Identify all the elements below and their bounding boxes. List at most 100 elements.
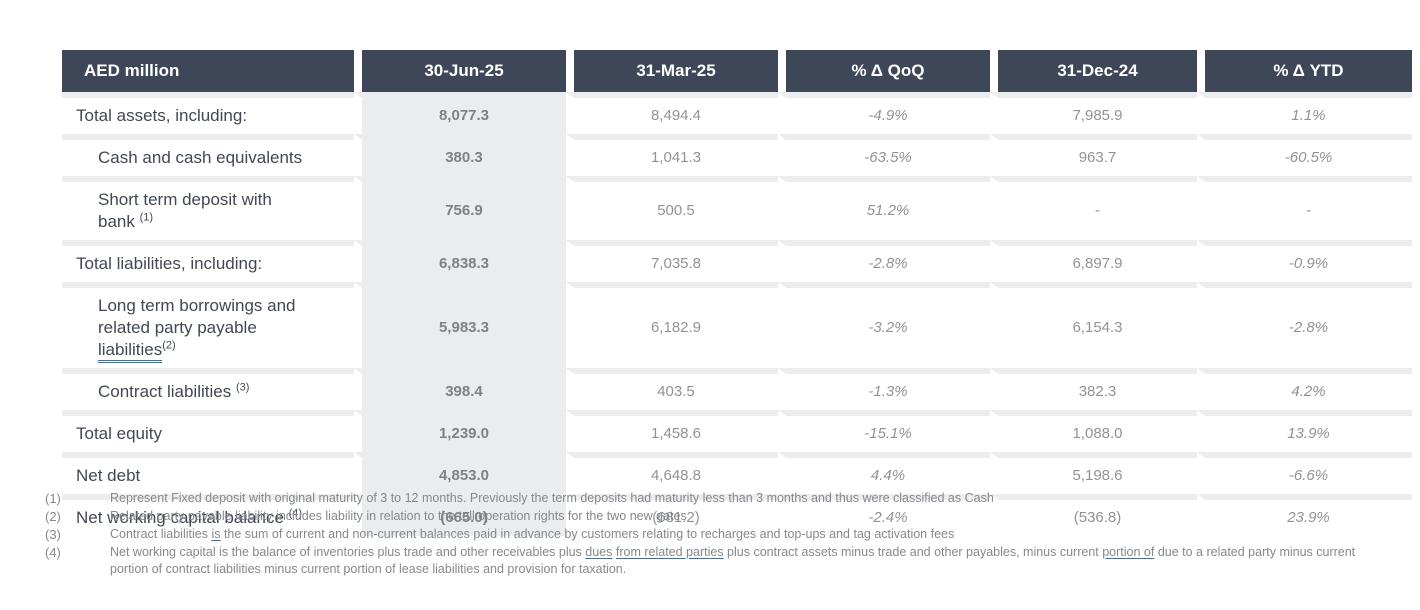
table-header: AED million 30-Jun-25 31-Mar-25 % Δ QoQ … xyxy=(62,50,1412,92)
label-text: Total equity xyxy=(76,424,162,443)
cell-31-dec-24: 963.7 xyxy=(990,134,1197,176)
row-label-total-liabilities: Total liabilities, including: xyxy=(62,240,354,282)
cell-31-dec-24: - xyxy=(990,176,1197,240)
cell-pct-ytd: 13.9% xyxy=(1197,410,1412,452)
footnote-text: Contract liabilities is the sum of curre… xyxy=(110,527,955,541)
cell-31-mar-25: (681.2) xyxy=(566,494,778,536)
footnote-marker: (3) xyxy=(45,527,61,542)
table-row-short-term-deposit: Short term deposit with bank (1) 756.9 500.… xyxy=(62,176,1412,240)
cell-31-mar-25: 4,648.8 xyxy=(566,452,778,494)
label-text: liabilities xyxy=(98,340,163,363)
table-row-contract-liabilities: Contract liabilities (3) 398.4 403.5 -1.3% 3… xyxy=(62,368,1412,410)
cell-30-jun-25: 756.9 xyxy=(354,176,566,240)
cell-31-dec-24: 382.3 xyxy=(990,368,1197,410)
table-row-total-liabilities: Total liabilities, including: 6,838.3 7,03… xyxy=(62,240,1412,282)
cell-pct-qoq: -3.2% xyxy=(778,282,990,368)
footnote-marker: (1) xyxy=(45,491,61,506)
row-label-cash-and-cash-equivalents: Cash and cash equivalents xyxy=(62,134,354,176)
cell-31-mar-25: 500.5 xyxy=(566,176,778,240)
footnote-text: Related party payable liability includes… xyxy=(110,509,687,523)
cell-pct-qoq: -2.8% xyxy=(778,240,990,282)
cell-31-dec-24: 5,198.6 xyxy=(990,452,1197,494)
table-row-cash-and-cash-equivalents: Cash and cash equivalents 380.3 1,041.3 -63… xyxy=(62,134,1412,176)
label-text: Total liabilities, including: xyxy=(76,254,263,273)
row-label-net-debt: Net debt xyxy=(62,452,354,494)
row-label-net-working-capital: Net working capital balance (4) xyxy=(62,494,354,536)
cell-pct-ytd: 4.2% xyxy=(1197,368,1412,410)
cell-pct-qoq: -15.1% xyxy=(778,410,990,452)
cell-pct-ytd: -60.5% xyxy=(1197,134,1412,176)
footnote-ref: (4) xyxy=(288,507,303,520)
label-text: Long term borrowings and xyxy=(98,296,296,315)
cell-31-dec-24: 6,154.3 xyxy=(990,282,1197,368)
label-text: Total assets, including: xyxy=(76,106,248,125)
footnote-4: (4) Net working capital is the balance of… xyxy=(45,544,1385,578)
row-label-total-assets: Total assets, including: xyxy=(62,92,354,134)
row-label-long-term-borrowings: Long term borrowings and related party pa… xyxy=(62,282,354,368)
cell-31-dec-24: 1,088.0 xyxy=(990,410,1197,452)
footnote-ref: (2) xyxy=(162,339,176,352)
footnote-ref: (3) xyxy=(235,381,250,394)
cell-30-jun-25: 380.3 xyxy=(354,134,566,176)
table-row-total-assets: Total assets, including: 8,077.3 8,494.4 -4… xyxy=(62,92,1412,134)
footnotes: (1) Represent Fixed deposit with original… xyxy=(45,490,1385,579)
cell-pct-ytd: - xyxy=(1197,176,1412,240)
cell-30-jun-25: 6,838.3 xyxy=(354,240,566,282)
table-row-net-working-capital: Net working capital balance (4) (665.0) (6… xyxy=(62,494,1412,536)
cell-pct-ytd: 23.9% xyxy=(1197,494,1412,536)
label-text: Net working capital balance xyxy=(76,508,289,527)
footnote-2: (2) Related party payable liability inclu… xyxy=(45,508,1385,525)
cell-30-jun-25: 398.4 xyxy=(354,368,566,410)
cell-31-mar-25: 1,041.3 xyxy=(566,134,778,176)
label-text: bank xyxy=(98,212,140,231)
label-text: related party payable xyxy=(98,318,257,337)
financial-summary-table: AED million 30-Jun-25 31-Mar-25 % Δ QoQ … xyxy=(62,50,1412,536)
cell-pct-qoq: -63.5% xyxy=(778,134,990,176)
cell-pct-qoq: -1.3% xyxy=(778,368,990,410)
cell-30-jun-25: (665.0) xyxy=(354,494,566,536)
footnote-marker: (4) xyxy=(45,545,61,560)
footnote-text: Net working capital is the balance of in… xyxy=(110,545,1356,576)
cell-pct-qoq: -2.4% xyxy=(778,494,990,536)
cell-31-mar-25: 1,458.6 xyxy=(566,410,778,452)
footnote-1: (1) Represent Fixed deposit with original… xyxy=(45,490,1385,507)
cell-31-dec-24: (536.8) xyxy=(990,494,1197,536)
cell-pct-ytd: -2.8% xyxy=(1197,282,1412,368)
cell-30-jun-25: 8,077.3 xyxy=(354,92,566,134)
header-31-dec-24: 31-Dec-24 xyxy=(990,50,1197,92)
label-text: Short term deposit with xyxy=(98,190,272,209)
cell-31-mar-25: 6,182.9 xyxy=(566,282,778,368)
table-row-total-equity: Total equity 1,239.0 1,458.6 -15.1% 1,088.0 1… xyxy=(62,410,1412,452)
cell-pct-ytd: -0.9% xyxy=(1197,240,1412,282)
cell-pct-qoq: -4.9% xyxy=(778,92,990,134)
label-text: Cash and cash equivalents xyxy=(98,148,303,167)
table-row-net-debt: Net debt 4,853.0 4,648.8 4.4% 5,198.6 -6.6% xyxy=(62,452,1412,494)
footnote-text: Represent Fixed deposit with original ma… xyxy=(110,491,994,505)
header-30-jun-25: 30-Jun-25 xyxy=(354,50,566,92)
cell-31-mar-25: 403.5 xyxy=(566,368,778,410)
cell-pct-ytd: 1.1% xyxy=(1197,92,1412,134)
cell-30-jun-25: 5,983.3 xyxy=(354,282,566,368)
cell-31-dec-24: 6,897.9 xyxy=(990,240,1197,282)
label-text: Net debt xyxy=(76,466,141,485)
cell-pct-qoq: 4.4% xyxy=(778,452,990,494)
row-label-short-term-deposit: Short term deposit with bank (1) xyxy=(62,176,354,240)
row-label-total-equity: Total equity xyxy=(62,410,354,452)
header-31-mar-25: 31-Mar-25 xyxy=(566,50,778,92)
cell-30-jun-25: 1,239.0 xyxy=(354,410,566,452)
footnote-ref: (1) xyxy=(139,211,154,224)
footnote-3: (3) Contract liabilities is the sum of cu… xyxy=(45,526,1385,543)
header-aed-million: AED million xyxy=(62,50,354,92)
table-body: Total assets, including: 8,077.3 8,494.4 -4… xyxy=(62,92,1412,536)
cell-31-dec-24: 7,985.9 xyxy=(990,92,1197,134)
row-label-contract-liabilities: Contract liabilities (3) xyxy=(62,368,354,410)
cell-31-mar-25: 7,035.8 xyxy=(566,240,778,282)
cell-pct-qoq: 51.2% xyxy=(778,176,990,240)
label-text: Contract liabilities xyxy=(98,382,236,401)
header-pct-delta-qoq: % Δ QoQ xyxy=(778,50,990,92)
header-pct-delta-ytd: % Δ YTD xyxy=(1197,50,1412,92)
table-row-long-term-borrowings: Long term borrowings and related party pa… xyxy=(62,282,1412,368)
cell-31-mar-25: 8,494.4 xyxy=(566,92,778,134)
header-row: AED million 30-Jun-25 31-Mar-25 % Δ QoQ … xyxy=(62,50,1412,92)
